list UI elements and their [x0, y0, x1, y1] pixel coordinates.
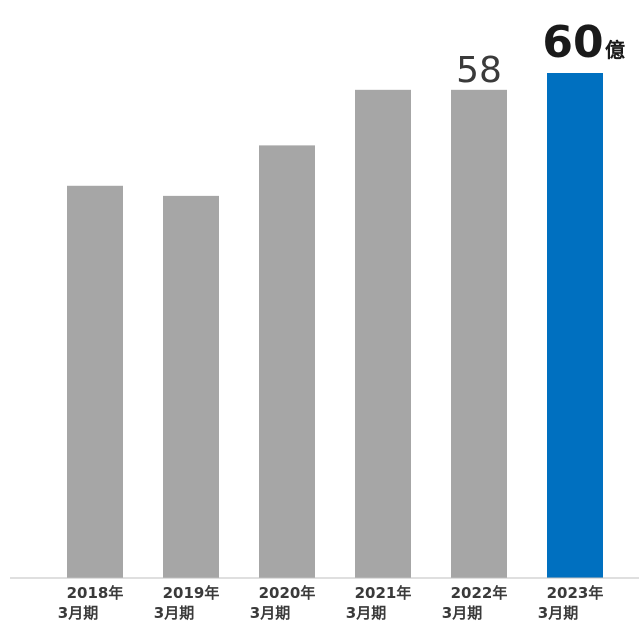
- x-tick-label-period-0: 3月期: [58, 604, 98, 622]
- x-tick-labels: 2018年 3月期 2019年 3月期 2020年 3月期 2021年 3月期 2022年 3月期…: [58, 584, 604, 622]
- bar-5: [547, 73, 603, 578]
- bar-4: [451, 89, 507, 578]
- x-tick-label-year-2: 2020年: [259, 584, 316, 602]
- data-label-unit-5: 億: [605, 38, 625, 62]
- x-tick-label-year-1: 2019年: [163, 584, 220, 602]
- x-tick-label-year-4: 2022年: [451, 584, 508, 602]
- bars-group: [67, 73, 603, 579]
- bar-1: [163, 195, 219, 578]
- x-tick-label-year-3: 2021年: [355, 584, 412, 602]
- bar-3: [355, 89, 411, 578]
- data-label-5: 60: [542, 17, 603, 68]
- x-tick-label-period-5: 3月期: [538, 604, 578, 622]
- data-label-4: 58: [456, 50, 502, 91]
- data-labels: 58 60 億: [456, 17, 625, 91]
- bar-0: [67, 185, 123, 579]
- x-tick-label-period-1: 3月期: [154, 604, 194, 622]
- x-tick-label-period-4: 3月期: [442, 604, 482, 622]
- x-tick-label-year-0: 2018年: [67, 584, 124, 602]
- x-tick-label-period-2: 3月期: [250, 604, 290, 622]
- bar-2: [259, 145, 315, 578]
- x-tick-label-period-3: 3月期: [346, 604, 386, 622]
- x-tick-label-year-5: 2023年: [547, 584, 604, 602]
